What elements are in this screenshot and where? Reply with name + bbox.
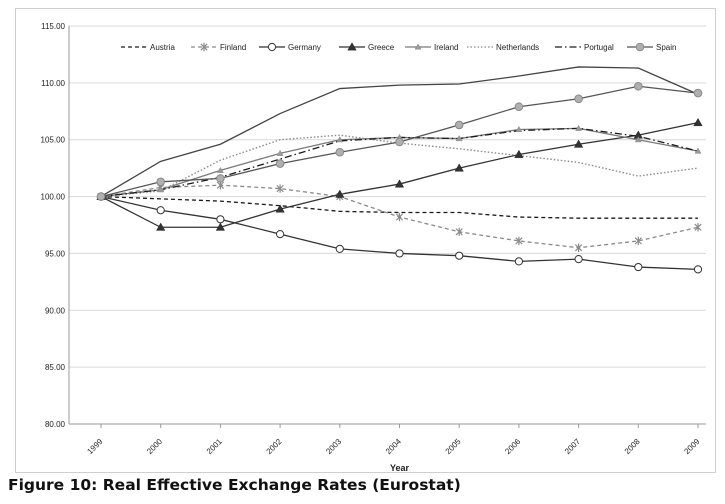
data-point-ireland: [694, 147, 702, 154]
legend-label-netherlands: Netherlands: [496, 43, 539, 52]
series-line-unlabeled: [100, 66, 699, 198]
y-tick-label: 115.00: [41, 22, 65, 31]
x-tick-label: 2009: [682, 437, 701, 456]
data-point-greece: [573, 139, 584, 148]
data-point-finland: [634, 236, 642, 246]
chart-container: 80.00 85.00 90.00 95.00 100.00 105.00 110.00 11…: [15, 8, 716, 473]
data-point-greece: [693, 117, 703, 127]
y-tick-label: 105.00: [41, 136, 66, 145]
x-tick-label: 2008: [623, 437, 642, 456]
data-point-ireland: [455, 135, 463, 142]
data-point-greece: [454, 163, 464, 172]
y-tick-label: 80.00: [45, 420, 66, 429]
data-point-spain: [693, 88, 703, 98]
data-point-germany: [693, 265, 703, 274]
figure-caption: Figure 10: Real Effective Exchange Rates…: [8, 476, 461, 494]
data-point-greece: [335, 189, 345, 198]
data-point-spain: [335, 147, 345, 157]
data-point-germany: [514, 257, 523, 266]
data-point-germany: [574, 255, 583, 264]
series-line-germany: [100, 195, 699, 270]
y-tick-label: 90.00: [45, 306, 66, 315]
x-tick-label: 2000: [145, 437, 164, 456]
data-point-germany: [455, 251, 464, 260]
legend-label-portugal: Portugal: [584, 43, 614, 52]
legend-marker-ireland: [414, 43, 422, 50]
legend-marker-spain: [635, 42, 645, 52]
legend-label-germany: Germany: [288, 43, 321, 52]
legend-marker-greece: [347, 42, 357, 51]
data-point-germany: [276, 229, 285, 239]
data-point-spain: [96, 192, 106, 201]
data-point-spain: [156, 177, 165, 187]
legend-marker-germany: [267, 42, 277, 52]
data-point-germany: [634, 262, 643, 272]
legend-label-spain: Spain: [656, 43, 676, 52]
data-point-ireland: [634, 136, 642, 143]
data-point-germany: [156, 206, 165, 215]
legend-label-ireland: Ireland: [434, 43, 458, 52]
data-point-greece: [156, 222, 166, 231]
data-point-ireland: [515, 125, 523, 132]
data-point-spain: [395, 137, 404, 147]
legend-label-greece: Greece: [368, 43, 395, 52]
data-point-germany: [216, 215, 225, 224]
x-tick-label: 2007: [563, 437, 582, 456]
data-point-greece: [514, 149, 524, 158]
data-point-finland: [574, 243, 583, 252]
x-tick-label: 2001: [205, 437, 224, 456]
legend-label-austria: Austria: [150, 43, 175, 52]
data-point-finland: [455, 227, 463, 237]
series-line-austria: [100, 195, 698, 219]
x-tick-label: 2006: [503, 437, 522, 456]
data-point-ireland: [276, 149, 284, 156]
data-point-finland: [395, 212, 404, 222]
x-tick-label: 1999: [85, 437, 104, 456]
line-chart: 80.00 85.00 90.00 95.00 100.00 105.00 110.00 11…: [41, 22, 706, 473]
data-point-germany: [395, 249, 404, 258]
data-point-finland: [694, 223, 702, 232]
data-point-ireland: [157, 186, 165, 193]
x-tick-label: 2005: [444, 437, 463, 456]
data-point-greece: [394, 179, 405, 188]
x-tick-label: 2002: [265, 437, 284, 456]
x-axis-label: Year: [390, 463, 410, 473]
data-point-ireland: [575, 124, 583, 131]
data-point-finland: [276, 184, 284, 193]
data-point-spain: [275, 159, 285, 168]
y-tick-label: 110.00: [41, 79, 65, 88]
y-tick-label: 85.00: [45, 363, 66, 372]
data-point-spain: [514, 102, 524, 112]
y-tick-label: 100.00: [41, 193, 66, 202]
data-point-finland: [515, 236, 523, 246]
data-point-spain: [634, 81, 643, 91]
x-tick-label: 2004: [384, 437, 403, 456]
data-point-ireland: [336, 136, 344, 143]
legend-marker-finland: [200, 42, 208, 52]
legend-label-finland: Finland: [220, 43, 246, 52]
y-tick-label: 95.00: [45, 249, 66, 258]
data-point-spain: [454, 120, 464, 130]
data-point-spain: [574, 94, 583, 104]
data-point-spain: [216, 174, 225, 183]
data-point-germany: [335, 244, 344, 253]
data-point-greece: [215, 222, 226, 231]
data-point-ireland: [216, 166, 224, 173]
x-tick-label: 2003: [324, 437, 343, 456]
data-point-greece: [275, 204, 285, 213]
